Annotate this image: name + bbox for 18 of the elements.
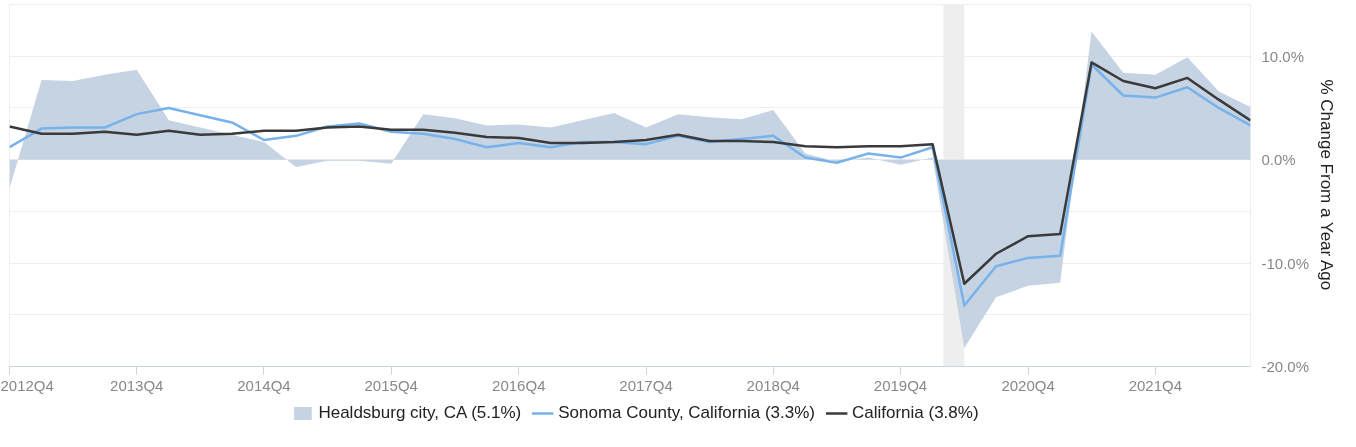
y-tick-label: -10.0% xyxy=(1261,254,1310,272)
x-tick-label: 2012Q4 xyxy=(0,376,54,394)
x-tick-label: 2017Q4 xyxy=(619,376,673,394)
y-tick-label: -20.0% xyxy=(1261,358,1310,375)
x-tick-label: 2018Q4 xyxy=(746,376,800,394)
x-tick-label: 2013Q4 xyxy=(110,376,164,394)
y-tick-label: 10.0% xyxy=(1261,47,1305,65)
x-tick-label: 2021Q4 xyxy=(1128,376,1183,394)
x-tick-label: 2014Q4 xyxy=(237,376,291,394)
x-tick-label: 2020Q4 xyxy=(1001,376,1055,394)
y-tick-label: 0.0% xyxy=(1261,151,1296,169)
x-tick-label: 2016Q4 xyxy=(492,376,546,394)
x-tick-label: 2019Q4 xyxy=(873,376,928,394)
legend-label: Sonoma County, California (3.3%) xyxy=(558,403,815,423)
legend-label: Healdsburg city, CA (5.1%) xyxy=(318,403,522,423)
legend-label: California (3.8%) xyxy=(851,403,979,423)
x-tick-label: 2015Q4 xyxy=(364,376,418,394)
y-axis-title: % Change From a Year Ago xyxy=(1317,79,1337,291)
